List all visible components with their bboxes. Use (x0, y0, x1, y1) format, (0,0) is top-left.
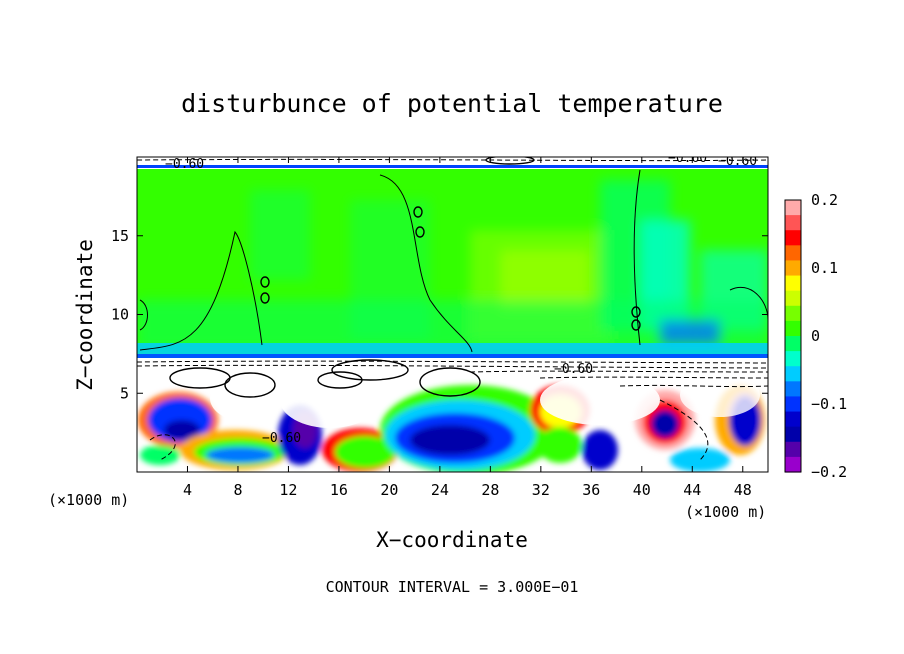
y-axis-ticks: 5 10 15 (111, 227, 768, 402)
y-tick-label: 15 (111, 227, 129, 245)
colorbar-swatch (785, 426, 801, 443)
x-unit-left: (×1000 m) (48, 491, 129, 509)
x-tick-label: 36 (582, 481, 600, 499)
x-unit-right: (×1000 m) (685, 503, 766, 521)
contour-lines (137, 157, 768, 461)
y-tick-label: 5 (120, 384, 129, 402)
x-tick-label: 28 (481, 481, 499, 499)
colorbar-swatch (785, 275, 801, 292)
x-tick-label: 20 (380, 481, 398, 499)
colorbar-swatch (785, 411, 801, 428)
upper-layer-texture (137, 180, 768, 350)
colorbar-swatch (785, 351, 801, 367)
x-tick-label: 24 (431, 481, 449, 499)
x-tick-label: 40 (633, 481, 651, 499)
colorbar-tick-label: −0.2 (811, 463, 847, 481)
contour-label-1: −0.60 (165, 157, 204, 172)
plot-area: −0.60 −0.60 −0.60 −0.60 −0.60 (137, 151, 768, 472)
colorbar-swatch (785, 290, 801, 307)
colorbar-swatch (785, 336, 801, 352)
colorbar-swatch (785, 230, 801, 246)
colorbar-swatch (785, 381, 801, 398)
colorbar-swatch (785, 245, 801, 262)
chart-title: disturbunce of potential temperature (181, 89, 723, 118)
y-tick-label: 10 (111, 306, 129, 324)
contour-label-5: −0.60 (262, 431, 301, 446)
colorbar-swatch (785, 215, 801, 231)
tropopause-edge (137, 354, 768, 358)
x-tick-label: 16 (330, 481, 348, 499)
lower-layer-eddies (138, 372, 765, 472)
colorbar-swatch (785, 366, 801, 382)
colorbar-swatch (785, 260, 801, 277)
x-tick-label: 32 (532, 481, 550, 499)
colorbar-ticks: 0.2 0.1 0 −0.1 −0.2 (811, 191, 847, 481)
colorbar-swatch (785, 305, 801, 322)
contour-label-3: −0.60 (718, 154, 757, 169)
contour-interval-note: CONTOUR INTERVAL = 3.000E−01 (326, 578, 579, 596)
colorbar-tick-label: 0.1 (811, 259, 838, 277)
x-tick-label: 4 (183, 481, 192, 499)
x-axis-label: X−coordinate (376, 528, 528, 552)
colorbar-frame (784, 199, 802, 473)
colorbar-tick-label: −0.1 (811, 395, 847, 413)
contour-label-4: −0.60 (554, 362, 593, 377)
colorbar-tick-label: 0.2 (811, 191, 838, 209)
x-tick-label: 12 (279, 481, 297, 499)
x-tick-label: 48 (734, 481, 752, 499)
x-tick-label: 8 (233, 481, 242, 499)
colorbar-swatch (785, 396, 801, 413)
x-tick-label: 44 (683, 481, 701, 499)
y-axis-label: Z−coordinate (73, 239, 97, 391)
colorbar-swatch (785, 200, 801, 216)
colorbar (784, 199, 802, 473)
contour-label-2: −0.60 (668, 151, 707, 166)
colorbar-tick-label: 0 (811, 327, 820, 345)
colorbar-swatch (785, 456, 801, 473)
x-axis-ticks: 4 8 12 16 20 24 28 32 36 40 44 48 (183, 157, 752, 499)
colorbar-swatch (785, 441, 801, 458)
colorbar-swatch (785, 320, 801, 337)
